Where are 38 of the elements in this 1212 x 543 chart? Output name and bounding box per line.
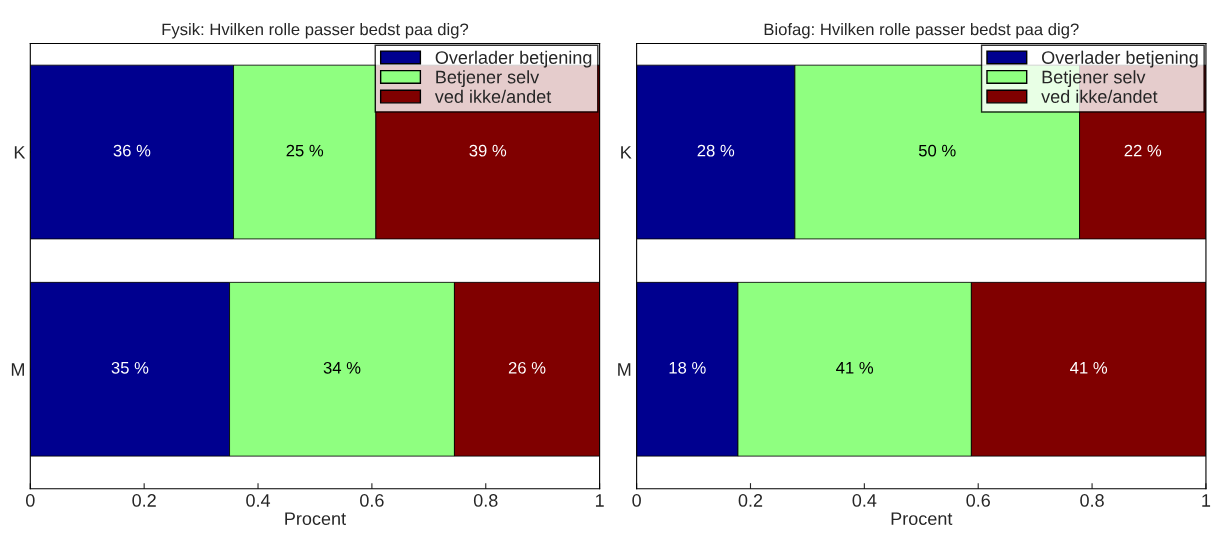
legend-label: ved ikke/andet <box>434 89 552 103</box>
x-tick-label: 0 <box>25 494 35 507</box>
legend-label: Overlader betjening <box>435 50 592 68</box>
x-tick-label: 0.4 <box>852 494 877 507</box>
x-tick-label: 1 <box>1202 494 1211 507</box>
x-axis-title: Procent <box>285 512 346 526</box>
chart-title: Fysik: Hvilken rolle passer bedst paa dig? <box>162 23 469 39</box>
chart-title: Biofag: Hvilken rolle passer bedst paa dig? <box>764 23 1079 39</box>
x-tick-label: 0.8 <box>1080 494 1104 507</box>
x-axis-title: Procent <box>891 512 953 526</box>
y-tick-label: M <box>618 363 631 376</box>
data-label: 28 % <box>697 144 735 157</box>
data-label: 26 % <box>508 361 546 374</box>
y-tick-label: K <box>14 146 26 159</box>
x-tick-label: 0.6 <box>966 494 990 507</box>
data-label: 18 % <box>669 361 706 374</box>
data-label: 41 % <box>1070 361 1108 374</box>
y-tick-label: K <box>621 146 632 159</box>
data-label: 39 % <box>469 144 507 157</box>
x-tick-label: 1 <box>595 494 604 507</box>
legend-label: Overlader betjening <box>1042 50 1198 68</box>
x-tick-label: 0.6 <box>360 494 384 507</box>
x-tick-label: 0.2 <box>132 494 156 507</box>
x-tick-label: 0.2 <box>738 494 763 507</box>
legend-label: Betjener selv <box>1042 70 1146 88</box>
data-label: 22 % <box>1124 144 1162 157</box>
y-tick-label: M <box>11 363 24 376</box>
annotation: 34 % <box>323 361 361 374</box>
data-label: 41 % <box>836 361 874 374</box>
x-tick-label: 0.4 <box>246 494 271 507</box>
legend-label: Betjener selv <box>436 70 540 88</box>
x-tick-label: 0.8 <box>473 494 498 507</box>
data-label: 36 % <box>113 144 151 157</box>
data-label: 50 % <box>918 144 956 157</box>
legend-label: ved ikke/andet <box>1041 89 1158 103</box>
x-tick-label: 0 <box>632 494 641 507</box>
data-label: 35 % <box>111 361 149 374</box>
data-label: 25 % <box>286 144 324 157</box>
